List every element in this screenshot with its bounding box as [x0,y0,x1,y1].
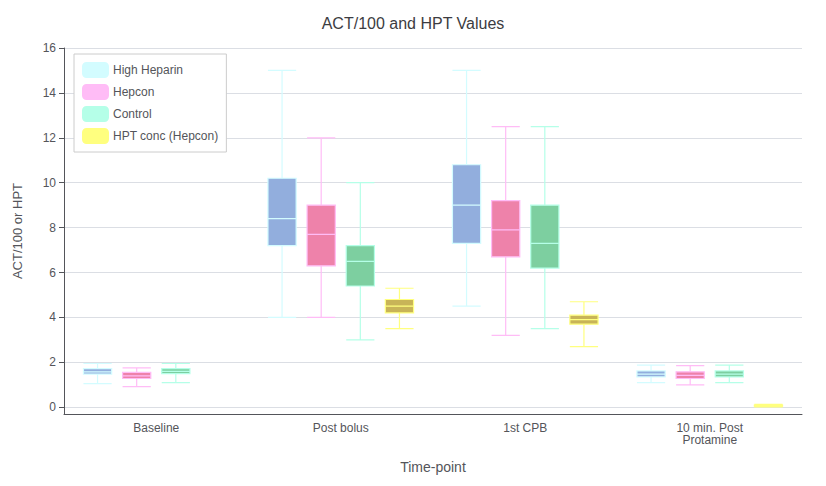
svg-text:HPT conc (Hepcon): HPT conc (Hepcon) [113,129,218,143]
svg-text:6: 6 [49,266,56,280]
svg-text:10 min. Post: 10 min. Post [676,421,744,435]
svg-text:Time-point: Time-point [400,459,466,475]
svg-text:0: 0 [49,400,56,414]
svg-text:Baseline: Baseline [133,421,179,435]
svg-text:Post bolus: Post bolus [313,421,369,435]
svg-text:1st CPB: 1st CPB [503,421,547,435]
svg-text:Control: Control [113,107,152,121]
svg-text:4: 4 [49,310,56,324]
svg-text:8: 8 [49,221,56,235]
svg-text:Hepcon: Hepcon [113,85,154,99]
svg-text:16: 16 [43,41,57,55]
svg-text:12: 12 [43,131,57,145]
svg-text:ACT/100 or HPT: ACT/100 or HPT [10,183,25,279]
svg-text:14: 14 [43,86,57,100]
svg-text:High Heparin: High Heparin [113,63,183,77]
svg-text:Protamine: Protamine [682,433,737,447]
svg-text:10: 10 [43,176,57,190]
svg-text:2: 2 [49,355,56,369]
svg-text:ACT/100 and HPT Values: ACT/100 and HPT Values [322,15,505,32]
